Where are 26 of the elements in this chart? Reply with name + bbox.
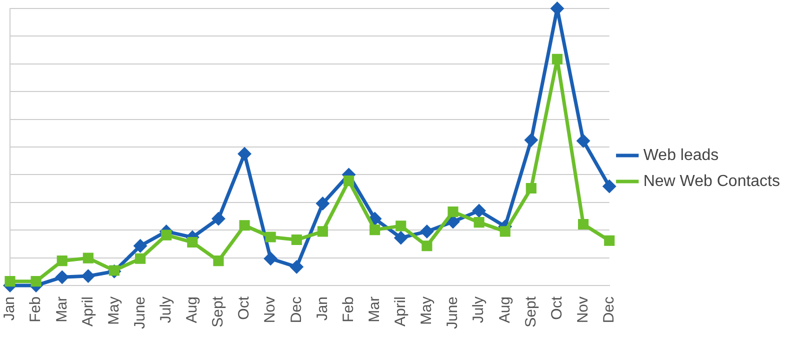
x-tick-label: April (392, 296, 410, 326)
x-tick-label: May (105, 296, 122, 325)
x-tick-label: June (131, 296, 148, 330)
x-tick-label: Mar (53, 296, 70, 322)
x-tick-label: Feb (340, 296, 357, 322)
x-tick-label: Aug (184, 296, 201, 324)
x-tick-label: Feb (27, 296, 44, 322)
x-tick-label: May (418, 296, 436, 325)
x-tick-label: Dec (288, 296, 305, 324)
legend-label: New Web Contacts (643, 172, 780, 190)
legend-label: Web leads (643, 146, 719, 164)
x-tick-label: Dec (600, 296, 618, 324)
x-tick-label: Oct (548, 296, 566, 320)
x-tick-label: July (470, 296, 488, 324)
x-tick-label: Sept (210, 296, 227, 328)
x-tick-label: Jan (314, 296, 331, 321)
x-tick-label: Oct (236, 296, 253, 320)
x-tick-label: June (444, 296, 462, 330)
x-tick-label: Sept (522, 296, 540, 328)
x-tick-label: April (79, 296, 96, 326)
x-tick-label: Nov (574, 296, 592, 324)
x-tick-label: Mar (366, 296, 383, 322)
x-tick-label: Nov (262, 296, 279, 324)
x-tick-label: Aug (496, 296, 514, 324)
x-tick-label: Jan (1, 296, 18, 321)
x-tick-label: July (157, 296, 174, 324)
